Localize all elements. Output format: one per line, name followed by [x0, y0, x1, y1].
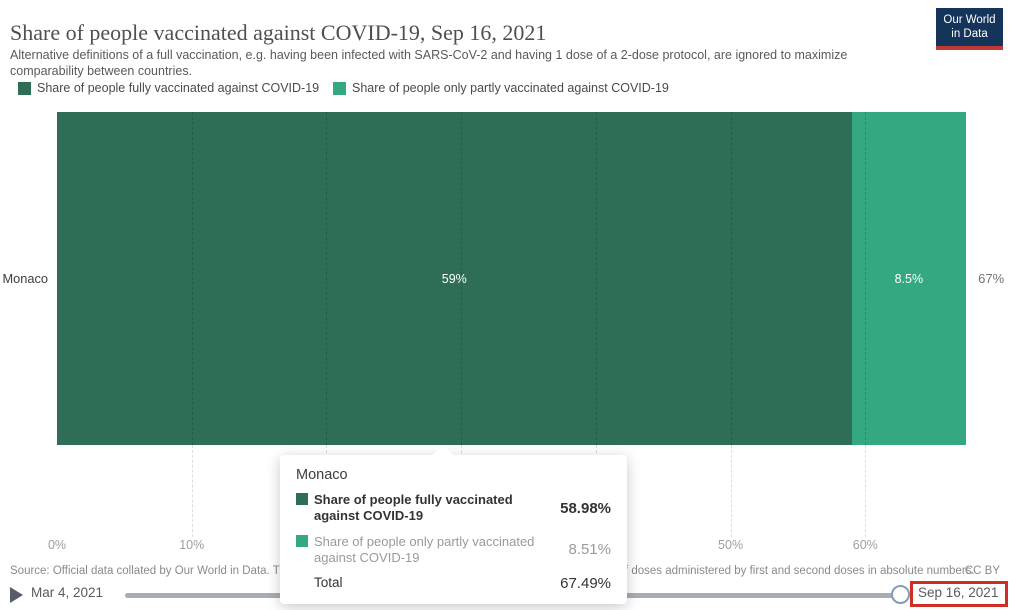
timeline-start-date[interactable]: Mar 4, 2021 — [31, 585, 104, 600]
x-tick-label: 60% — [852, 538, 878, 552]
legend-swatch — [333, 81, 346, 95]
tooltip-row-value: 8.51% — [568, 541, 611, 559]
gridline — [865, 112, 867, 445]
bar-segment[interactable]: 8.5% — [851, 112, 967, 445]
bar-total-label: 67% — [978, 271, 1005, 286]
tooltip-total-row: Total 67.49% — [296, 575, 611, 592]
gridline — [191, 445, 193, 537]
bar: 59% 8.5% 67% — [57, 112, 1004, 445]
tooltip-row-value: 58.98% — [560, 499, 611, 517]
tooltip-total-value: 67.49% — [560, 575, 611, 592]
gridline — [191, 112, 193, 445]
gridline — [730, 112, 732, 445]
tooltip-swatch — [296, 493, 308, 505]
tooltip: Monaco Share of people fully vaccinated … — [280, 446, 627, 604]
x-tick-label: 10% — [179, 538, 205, 552]
tooltip-title: Monaco — [296, 467, 348, 483]
legend-item-partly-vaccinated[interactable]: Share of people only partly vaccinated a… — [333, 81, 669, 95]
tooltip-row: Share of people fully vaccinated against… — [296, 492, 611, 525]
owid-logo[interactable]: Our World in Data — [936, 8, 1003, 50]
license-link[interactable]: CC BY — [964, 565, 1000, 577]
timeline-end-date[interactable]: Sep 16, 2021 — [918, 585, 999, 600]
category-label-monaco: Monaco — [2, 271, 48, 286]
owid-logo-line1: Our World — [943, 14, 996, 26]
tooltip-caret-icon — [432, 446, 454, 455]
timeline-handle[interactable] — [891, 585, 910, 604]
tooltip-row-label: Share of people only partly vaccinated a… — [314, 533, 535, 565]
plot-area: 59% 8.5% 67% 0%10%20%30%40%50%60% — [48, 112, 1004, 552]
x-tick-label: 50% — [718, 538, 744, 552]
gridline — [595, 112, 597, 445]
tooltip-row: Share of people only partly vaccinated a… — [296, 534, 611, 567]
chart-subtitle: Alternative definitions of a full vaccin… — [10, 47, 848, 78]
play-icon — [10, 587, 23, 603]
owid-logo-line2: in Data — [951, 28, 988, 41]
legend-swatch — [18, 81, 31, 95]
x-tick-label: 0% — [47, 538, 67, 552]
legend-item-fully-vaccinated[interactable]: Share of people fully vaccinated against… — [18, 81, 319, 95]
tooltip-row-label: Share of people fully vaccinated against… — [314, 492, 513, 524]
tooltip-total-label: Total — [314, 575, 343, 591]
bar-segment[interactable]: 59% — [57, 112, 852, 445]
play-button[interactable] — [10, 587, 26, 603]
gridline — [865, 445, 867, 537]
bar-segment-label: 8.5% — [894, 271, 924, 286]
gridline — [730, 445, 732, 537]
legend-label: Share of people fully vaccinated against… — [37, 81, 320, 95]
bar-segment-label: 59% — [441, 271, 467, 286]
page-title: Share of people vaccinated against COVID… — [10, 19, 547, 45]
gridline — [326, 112, 328, 445]
legend-label: Share of people only partly vaccinated a… — [352, 81, 669, 95]
gridline — [461, 112, 463, 445]
tooltip-swatch — [296, 534, 308, 547]
